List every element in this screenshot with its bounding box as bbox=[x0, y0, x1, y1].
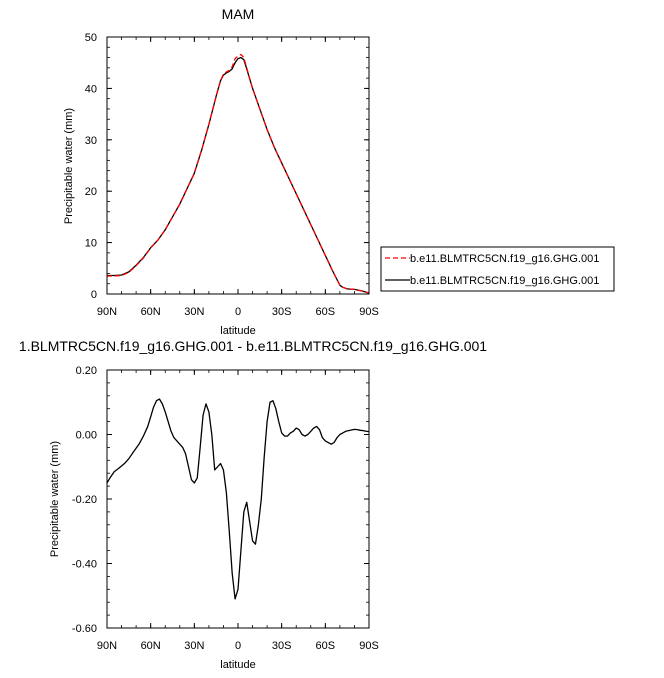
legend-box bbox=[380, 246, 615, 292]
x-tick-label: 30S bbox=[272, 306, 292, 318]
legend-entry-2: b.e11.BLMTRC5CN.f19_g16.GHG.001 bbox=[410, 275, 599, 287]
chart-1-title: MAM bbox=[222, 6, 255, 22]
x-tick-label: 0 bbox=[235, 640, 241, 652]
y-tick-label: 0.00 bbox=[76, 430, 97, 442]
y-tick-label: 30 bbox=[85, 135, 97, 147]
x-tick-label: 90N bbox=[97, 640, 117, 652]
x-tick-label: 30N bbox=[184, 306, 204, 318]
y-tick-label: -0.20 bbox=[72, 494, 97, 506]
y-tick-label: -0.40 bbox=[72, 559, 97, 571]
y-tick-label: 0 bbox=[91, 289, 97, 301]
chart-2-ylabel: Precipitable water (mm) bbox=[49, 441, 61, 557]
x-tick-label: 0 bbox=[235, 306, 241, 318]
y-tick-label: 20 bbox=[85, 186, 97, 198]
x-tick-label: 90S bbox=[359, 306, 379, 318]
x-tick-label: 90N bbox=[97, 306, 117, 318]
y-tick-label: 50 bbox=[85, 32, 97, 44]
chart-1: MAM 0 10 20 30 40 50 90N 60N 30N 0 30S 60S 90S Preci… bbox=[63, 6, 615, 337]
x-tick-label: 30S bbox=[272, 640, 292, 652]
y-tick-label: 40 bbox=[85, 83, 97, 95]
x-tick-label: 30N bbox=[184, 640, 204, 652]
y-tick-label: 0.20 bbox=[76, 365, 97, 377]
series-line-1 bbox=[106, 398, 370, 600]
chart-1-plot-area: 0 10 20 30 40 50 90N 60N 30N 0 30S 60S 90S bbox=[85, 32, 379, 318]
chart-2-title: 1.BLMTRC5CN.f19_g16.GHG.001 - b.e11.BLMT… bbox=[19, 338, 487, 354]
chart-2-xlabel: latitude bbox=[220, 659, 255, 671]
y-tick-label: -0.60 bbox=[72, 623, 97, 635]
legend-entry-1: b.e11.BLMTRC5CN.f19_g16.GHG.001 bbox=[410, 253, 599, 265]
chart-2-frame bbox=[106, 369, 370, 629]
series-line-1 bbox=[107, 53, 370, 294]
x-tick-label: 60N bbox=[141, 640, 161, 652]
chart-1-legend: b.e11.BLMTRC5CN.f19_g16.GHG.001 b.e11.BL… bbox=[380, 246, 615, 292]
x-tick-label: 60S bbox=[316, 306, 336, 318]
series-line-2 bbox=[107, 56, 370, 294]
chart-2: 1.BLMTRC5CN.f19_g16.GHG.001 - b.e11.BLMT… bbox=[19, 338, 487, 671]
x-tick-label: 90S bbox=[359, 640, 379, 652]
chart-1-xlabel: latitude bbox=[220, 325, 255, 337]
chart-1-frame bbox=[106, 36, 370, 295]
chart-2-plot-area: -0.60 -0.40 -0.20 0.00 0.20 90N 60N 30N 0 30S 60S 9… bbox=[72, 365, 379, 652]
chart-1-ylabel: Precipitable water (mm) bbox=[63, 108, 75, 224]
x-tick-label: 60N bbox=[141, 306, 161, 318]
y-tick-label: 10 bbox=[85, 238, 97, 250]
x-tick-label: 60S bbox=[316, 640, 336, 652]
